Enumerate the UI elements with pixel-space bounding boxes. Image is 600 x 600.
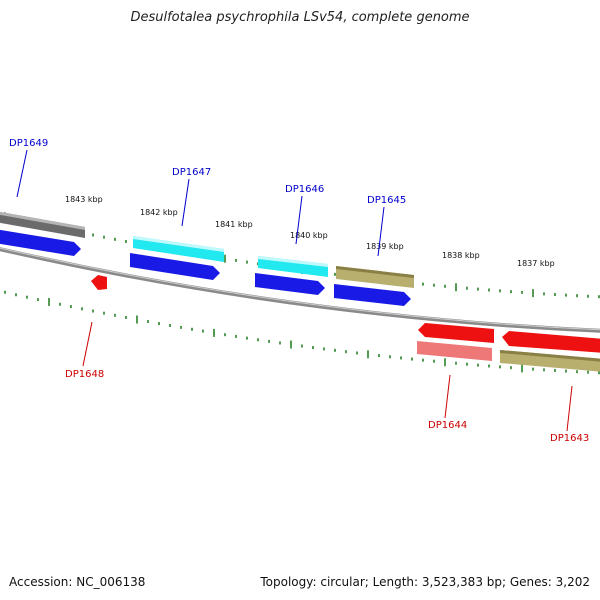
cds-arrow-blue[interactable] <box>0 229 81 256</box>
cds-block-olive[interactable] <box>500 350 600 372</box>
cds-arrow-blue[interactable] <box>334 284 411 306</box>
scale-label: 1838 kbp <box>442 251 480 260</box>
tick-row-bottom <box>4 290 600 375</box>
cds-block-cyan[interactable] <box>133 236 224 262</box>
cds-block-olive[interactable] <box>336 266 414 288</box>
gene-label-dp1646[interactable]: DP1646 <box>285 184 324 195</box>
cds-block-olive-top <box>336 266 414 278</box>
cds-block-cyan-top <box>258 256 328 267</box>
genome-summary-text: Topology: circular; Length: 3,523,383 bp… <box>260 575 590 589</box>
cds-arrow-red[interactable] <box>418 323 494 343</box>
scale-label: 1843 kbp <box>65 195 103 204</box>
genome-backbone <box>0 247 600 333</box>
gene-label-dp1644[interactable]: DP1644 <box>428 420 467 431</box>
cds-block-pink[interactable] <box>417 341 492 361</box>
scale-label: 1842 kbp <box>140 208 178 217</box>
leader-line <box>181 178 190 227</box>
cds-block-cyan[interactable] <box>258 256 328 277</box>
cds-arrow-red[interactable] <box>502 331 600 353</box>
accession-text: Accession: NC_006138 <box>9 575 146 589</box>
scale-label: 1840 kbp <box>290 231 328 240</box>
scale-label: 1841 kbp <box>215 220 253 229</box>
leader-line <box>377 206 385 257</box>
gene-label-dp1643[interactable]: DP1643 <box>550 433 589 444</box>
cds-block-gray-top <box>0 211 85 230</box>
gene-label-dp1645[interactable]: DP1645 <box>367 195 406 206</box>
cds-arrow-red[interactable] <box>91 275 107 290</box>
map-title: Desulfotalea psychrophila LSv54, complet… <box>130 10 470 25</box>
leader-line <box>566 385 573 432</box>
gene-label-dp1649[interactable]: DP1649 <box>9 138 48 149</box>
leader-line <box>16 149 28 198</box>
genome-backbone-highlight <box>0 247 600 331</box>
gene-label-dp1647[interactable]: DP1647 <box>172 167 211 178</box>
cds-arrow-blue[interactable] <box>255 273 325 295</box>
cds-block-cyan-top <box>133 236 224 252</box>
gene-label-dp1648[interactable]: DP1648 <box>65 369 104 380</box>
cds-block-olive-top <box>500 350 600 362</box>
leader-line <box>82 321 93 367</box>
leader-line <box>295 195 303 245</box>
scale-label: 1839 kbp <box>366 242 404 251</box>
leader-line <box>444 374 451 419</box>
scale-label: 1837 kbp <box>517 259 555 268</box>
cds-arrow-blue[interactable] <box>130 253 220 280</box>
